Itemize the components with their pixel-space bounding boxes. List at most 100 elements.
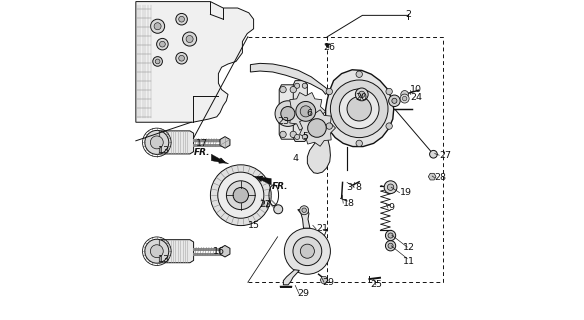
Polygon shape — [211, 154, 229, 164]
Text: 6: 6 — [306, 109, 312, 118]
Circle shape — [176, 13, 187, 25]
Polygon shape — [220, 137, 230, 148]
Circle shape — [386, 88, 392, 95]
Polygon shape — [251, 63, 329, 94]
Circle shape — [233, 188, 248, 203]
Polygon shape — [136, 2, 253, 122]
Circle shape — [179, 16, 185, 22]
Text: 13: 13 — [158, 146, 170, 155]
Circle shape — [355, 88, 368, 101]
Text: 8: 8 — [355, 183, 361, 192]
Circle shape — [385, 241, 396, 251]
Circle shape — [275, 101, 301, 126]
Circle shape — [400, 94, 409, 103]
Circle shape — [155, 59, 160, 64]
Circle shape — [218, 172, 264, 218]
Text: FR.: FR. — [193, 148, 210, 157]
Circle shape — [356, 71, 363, 77]
Circle shape — [274, 205, 283, 214]
Circle shape — [296, 101, 316, 121]
Circle shape — [154, 23, 161, 30]
Text: 23: 23 — [277, 117, 289, 126]
Text: 25: 25 — [370, 280, 382, 289]
Circle shape — [388, 95, 400, 107]
Circle shape — [281, 107, 295, 121]
Circle shape — [401, 91, 408, 98]
Polygon shape — [279, 85, 297, 139]
Circle shape — [388, 233, 393, 238]
Text: 17: 17 — [196, 140, 208, 148]
Circle shape — [151, 19, 165, 33]
Text: 27: 27 — [439, 151, 451, 160]
Circle shape — [293, 237, 322, 266]
Text: 26: 26 — [323, 43, 335, 52]
Circle shape — [326, 123, 332, 129]
Circle shape — [145, 131, 169, 154]
Circle shape — [210, 165, 271, 226]
Polygon shape — [157, 240, 194, 263]
Text: 24: 24 — [411, 93, 422, 102]
Circle shape — [302, 208, 307, 212]
Circle shape — [402, 96, 407, 101]
Text: 5: 5 — [303, 132, 309, 141]
Circle shape — [284, 228, 331, 274]
Circle shape — [347, 97, 371, 121]
Circle shape — [387, 184, 394, 190]
Text: 29: 29 — [298, 289, 310, 298]
Text: 9: 9 — [388, 204, 394, 212]
Text: 11: 11 — [404, 257, 415, 266]
Circle shape — [145, 239, 169, 263]
Text: 19: 19 — [399, 188, 412, 197]
Circle shape — [308, 119, 326, 137]
Circle shape — [280, 86, 286, 93]
Text: 3: 3 — [346, 183, 353, 192]
Text: 16: 16 — [213, 247, 225, 256]
Circle shape — [300, 106, 311, 117]
Polygon shape — [253, 176, 271, 185]
Text: 10: 10 — [411, 85, 422, 94]
Polygon shape — [300, 110, 336, 146]
Bar — [327, 37, 443, 282]
Circle shape — [159, 41, 165, 47]
Circle shape — [303, 83, 307, 88]
Circle shape — [331, 80, 388, 138]
Circle shape — [326, 88, 332, 95]
Circle shape — [294, 83, 300, 88]
Text: 28: 28 — [434, 173, 446, 182]
Circle shape — [150, 136, 164, 149]
Circle shape — [386, 123, 392, 129]
Polygon shape — [320, 277, 328, 283]
Circle shape — [385, 230, 396, 241]
Text: 13: 13 — [158, 255, 170, 264]
Polygon shape — [428, 173, 436, 180]
Text: 12: 12 — [404, 244, 415, 252]
Polygon shape — [307, 130, 331, 173]
Circle shape — [183, 32, 197, 46]
Circle shape — [300, 244, 314, 258]
Circle shape — [359, 91, 365, 98]
Circle shape — [153, 57, 162, 66]
Circle shape — [384, 181, 397, 194]
Circle shape — [290, 131, 297, 138]
Polygon shape — [293, 81, 307, 141]
Polygon shape — [298, 210, 310, 228]
Circle shape — [290, 86, 297, 93]
Circle shape — [392, 98, 397, 103]
Text: 4: 4 — [292, 154, 298, 163]
Circle shape — [388, 243, 393, 248]
Circle shape — [227, 181, 255, 210]
Circle shape — [157, 38, 168, 50]
Circle shape — [186, 36, 193, 43]
Circle shape — [280, 131, 286, 138]
Text: 21: 21 — [316, 224, 328, 233]
Polygon shape — [326, 70, 394, 147]
Circle shape — [300, 206, 308, 215]
Polygon shape — [286, 92, 326, 130]
Circle shape — [303, 134, 307, 140]
Text: 15: 15 — [248, 221, 260, 230]
Text: 18: 18 — [343, 199, 355, 208]
Text: 22: 22 — [259, 200, 271, 209]
Text: 2: 2 — [405, 10, 411, 19]
Text: 29: 29 — [323, 278, 335, 287]
Text: 7: 7 — [321, 229, 327, 238]
